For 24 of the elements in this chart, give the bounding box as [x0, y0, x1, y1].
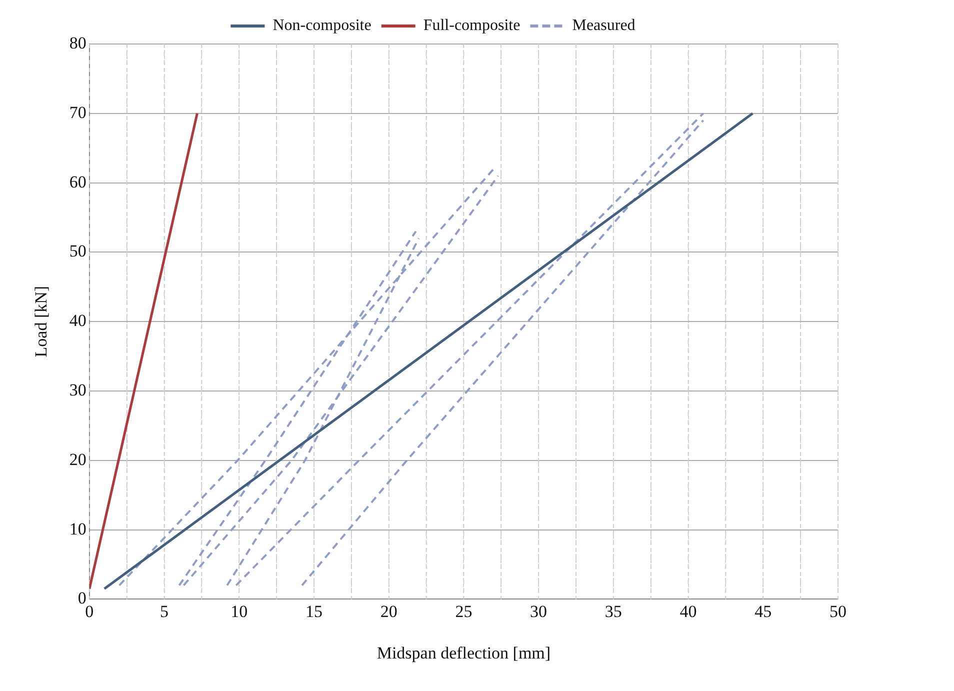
legend-label: Full-composite — [423, 17, 520, 34]
x-tick-label: 30 — [530, 602, 548, 621]
x-tick-label: 25 — [455, 602, 472, 621]
legend-label: Non-composite — [272, 17, 372, 34]
y-tick-label: 20 — [69, 450, 86, 469]
y-tick-label: 0 — [78, 588, 86, 608]
x-tick-label: 40 — [680, 602, 697, 621]
y-tick-label: 30 — [69, 380, 86, 400]
y-axis-title: Load [kN] — [32, 286, 51, 358]
y-tick-label: 80 — [69, 33, 86, 52]
y-tick-label: 70 — [69, 102, 86, 122]
x-tick-label: 5 — [160, 602, 169, 621]
x-axis-title: Midspan deflection [mm] — [376, 643, 551, 662]
x-tick-label: 15 — [305, 602, 322, 621]
x-tick-label: 50 — [830, 602, 846, 621]
y-tick-label: 50 — [69, 242, 86, 261]
x-tick-label: 45 — [754, 602, 772, 621]
y-tick-label: 60 — [69, 172, 86, 192]
x-tick-label: 10 — [230, 602, 248, 621]
legend-label: Measured — [572, 17, 636, 34]
x-tick-label: 20 — [380, 602, 398, 621]
y-tick-label: 10 — [69, 519, 86, 538]
x-tick-label: 35 — [604, 602, 622, 621]
y-tick-label: 40 — [69, 311, 86, 330]
